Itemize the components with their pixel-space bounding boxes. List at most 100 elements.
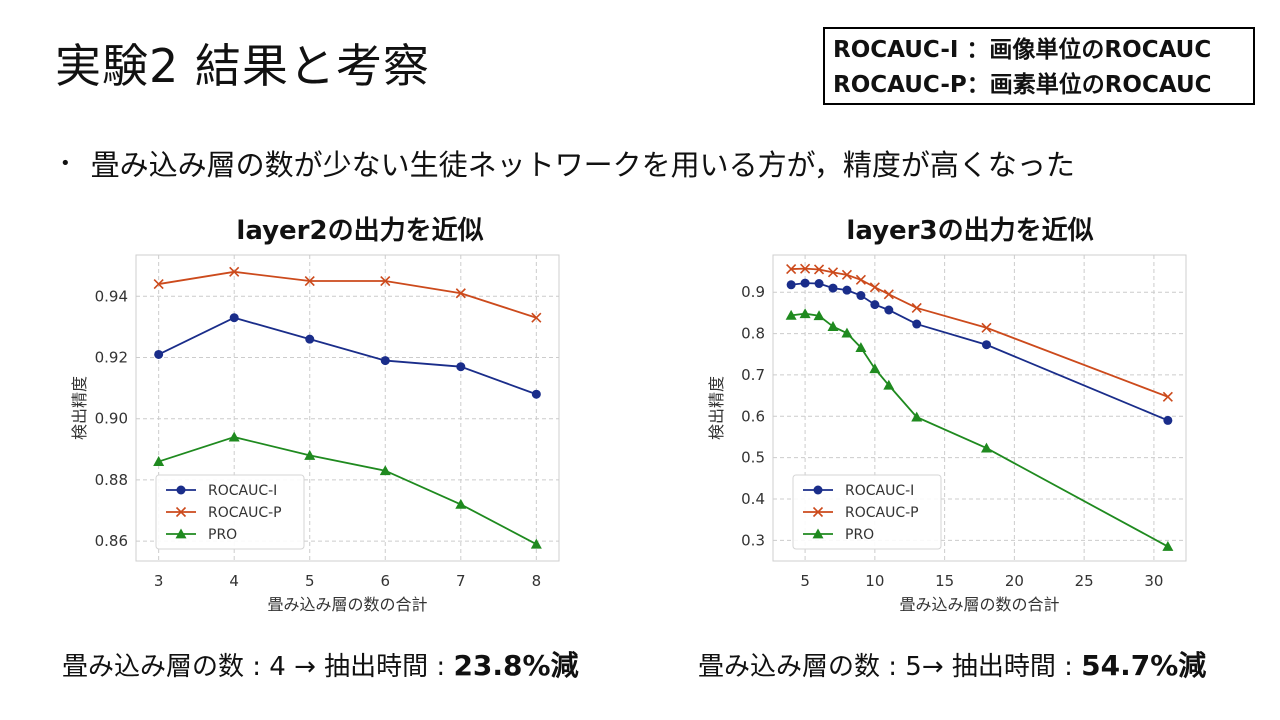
y-tick-label: 0.90	[95, 410, 128, 428]
page-title: 実験2 結果と考察	[55, 39, 430, 93]
bullet-dot-icon: •	[60, 152, 71, 174]
y-tick-label: 0.9	[741, 283, 765, 301]
data-point-rocauc-i	[1163, 415, 1173, 425]
y-tick-label: 0.88	[95, 471, 128, 489]
bullet-text: 畳み込み層の数が少ない生徒ネットワークを用いる方が，精度が高くなった	[90, 148, 1075, 182]
legend-box	[155, 474, 305, 550]
data-point-rocauc-i	[786, 280, 796, 290]
footer-left-emphasis: 23.8%減	[453, 649, 579, 682]
x-tick-label: 4	[229, 572, 239, 590]
footer-left-text: 畳み込み層の数 : 4 → 抽出時間 :	[62, 652, 454, 682]
data-point-rocauc-p	[455, 288, 466, 299]
legend-label: ROCAUC-P	[208, 505, 282, 521]
x-axis-label: 畳み込み層の数の合計	[899, 595, 1059, 614]
footer-left: 畳み込み層の数 : 4 → 抽出時間 : 23.8%減	[62, 644, 579, 684]
data-point-rocauc-i	[814, 279, 824, 289]
data-point-rocauc-i	[828, 283, 838, 293]
data-point-rocauc-p	[153, 279, 164, 290]
data-point-rocauc-p	[1162, 391, 1173, 402]
data-point-rocauc-p	[869, 282, 880, 293]
y-axis-label: 検出精度	[70, 376, 89, 440]
data-point-pro	[153, 456, 165, 466]
y-tick-label: 0.6	[741, 407, 765, 425]
data-point-rocauc-i	[981, 340, 991, 350]
data-point-rocauc-p	[827, 267, 839, 278]
data-point-rocauc-i	[456, 362, 466, 372]
data-point-rocauc-p	[855, 274, 866, 285]
data-point-pro	[785, 309, 797, 320]
data-point-pro	[228, 431, 240, 442]
y-tick-label: 0.92	[95, 349, 128, 367]
data-point-pro	[379, 465, 391, 476]
x-axis-label: 畳み込み層の数の合計	[267, 595, 427, 614]
x-tick-label: 8	[532, 572, 542, 590]
footer-right-emphasis: 54.7%減	[1081, 649, 1207, 682]
legend-label: ROCAUC-I	[208, 483, 277, 499]
y-axis-label: 検出精度	[707, 376, 726, 440]
footer-right-text: 畳み込み層の数 : 5→ 抽出時間 :	[698, 652, 1082, 682]
data-point-rocauc-p	[786, 263, 797, 275]
data-point-rocauc-p	[813, 264, 825, 275]
data-point-rocauc-p	[800, 263, 811, 274]
metric-definition-box: ROCAUC-I ：画像単位のROCAUC ROCAUC-P：画素単位のROCA…	[823, 27, 1255, 105]
data-point-rocauc-p	[229, 266, 240, 277]
data-point-rocauc-i	[154, 349, 164, 359]
legend-marker-icon	[176, 485, 186, 495]
legend-marker-icon	[812, 506, 824, 518]
legend-label: PRO	[208, 527, 237, 543]
data-point-pro	[799, 308, 811, 319]
data-point-pro	[980, 442, 992, 453]
x-tick-label: 15	[935, 572, 954, 590]
data-point-rocauc-i	[856, 291, 866, 301]
series-line-pro	[158, 436, 537, 545]
data-point-rocauc-p	[531, 312, 542, 323]
data-point-rocauc-i	[842, 285, 852, 295]
definition-rocauc-i: ROCAUC-I ：画像単位のROCAUC	[833, 37, 1212, 63]
definition-rocauc-p: ROCAUC-P：画素単位のROCAUC	[833, 72, 1212, 98]
x-tick-label: 6	[380, 572, 390, 590]
y-tick-label: 0.5	[741, 449, 765, 467]
x-tick-label: 3	[154, 572, 164, 590]
data-point-pro	[813, 310, 825, 321]
y-tick-label: 0.86	[95, 532, 128, 550]
series-line-rocauc-i	[158, 316, 537, 396]
legend-label: ROCAUC-P	[845, 505, 919, 521]
data-point-rocauc-i	[229, 313, 239, 323]
legend-box	[792, 474, 942, 550]
y-tick-label: 0.4	[741, 490, 765, 508]
data-point-rocauc-i	[531, 389, 541, 399]
data-point-pro	[455, 498, 467, 509]
data-point-pro	[855, 342, 867, 353]
legend-label: PRO	[845, 527, 874, 543]
y-tick-label: 0.7	[741, 366, 765, 384]
y-tick-label: 0.3	[741, 531, 765, 549]
legend-marker-icon	[175, 528, 187, 539]
x-tick-label: 25	[1075, 572, 1094, 590]
data-point-pro	[827, 321, 839, 331]
chart-title-layer2: layer2の出力を近似	[236, 216, 484, 246]
data-point-rocauc-i	[870, 300, 880, 310]
data-point-rocauc-i	[380, 356, 390, 366]
data-point-pro	[911, 411, 923, 422]
legend-label: ROCAUC-I	[845, 483, 914, 499]
y-tick-label: 0.94	[95, 287, 128, 305]
data-point-rocauc-p	[304, 275, 315, 287]
legend-marker-icon	[813, 485, 823, 495]
data-point-rocauc-p	[981, 322, 992, 333]
data-point-pro	[869, 363, 881, 374]
bullet-point: • 畳み込み層の数が少ない生徒ネットワークを用いる方が，精度が高くなった	[60, 142, 1075, 184]
legend-marker-icon	[175, 506, 187, 518]
data-point-rocauc-p	[911, 302, 922, 313]
data-point-pro	[883, 379, 895, 390]
data-point-rocauc-i	[800, 278, 810, 288]
data-point-pro	[841, 327, 853, 338]
x-tick-label: 10	[865, 572, 884, 590]
data-point-pro	[530, 538, 542, 549]
legend-marker-icon	[812, 528, 824, 539]
data-point-rocauc-p	[380, 275, 391, 287]
data-point-rocauc-p	[883, 289, 894, 300]
footer-right: 畳み込み層の数 : 5→ 抽出時間 : 54.7%減	[698, 644, 1206, 684]
series-line-rocauc-p	[158, 270, 537, 319]
